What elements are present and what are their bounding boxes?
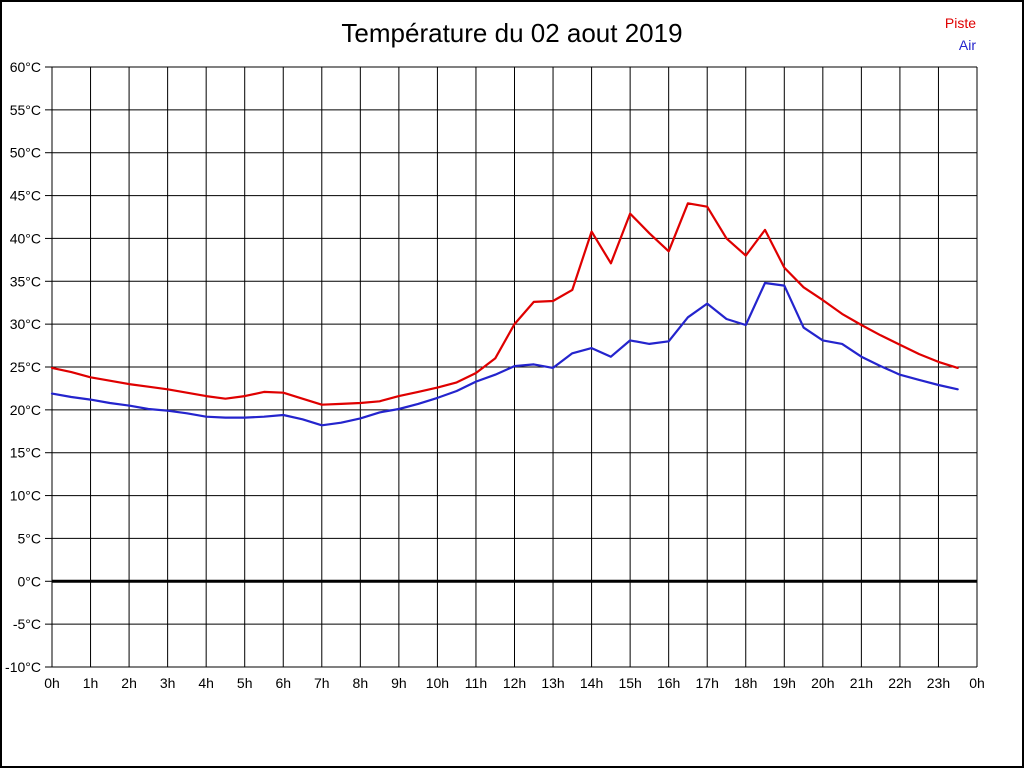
- x-tick-label: 12h: [503, 675, 526, 691]
- x-tick-label: 6h: [275, 675, 291, 691]
- y-tick-label: 60°C: [10, 59, 41, 75]
- y-tick-label: -5°C: [13, 616, 41, 632]
- y-tick-label: 5°C: [18, 530, 42, 546]
- x-tick-label: 16h: [657, 675, 680, 691]
- chart-legend: Piste Air: [945, 12, 976, 56]
- x-tick-label: 22h: [888, 675, 911, 691]
- y-tick-label: 55°C: [10, 102, 41, 118]
- x-tick-label: 4h: [198, 675, 214, 691]
- y-tick-label: 30°C: [10, 316, 41, 332]
- x-tick-label: 23h: [927, 675, 950, 691]
- y-tick-label: 40°C: [10, 230, 41, 246]
- x-tick-label: 20h: [811, 675, 834, 691]
- x-tick-label: 15h: [618, 675, 641, 691]
- x-tick-label: 8h: [353, 675, 369, 691]
- y-tick-label: 50°C: [10, 145, 41, 161]
- x-tick-label: 10h: [426, 675, 449, 691]
- y-tick-label: 25°C: [10, 359, 41, 375]
- x-tick-label: 13h: [541, 675, 564, 691]
- x-tick-label: 7h: [314, 675, 330, 691]
- x-tick-label: 19h: [773, 675, 796, 691]
- x-tick-label: 2h: [121, 675, 137, 691]
- y-tick-label: -10°C: [5, 659, 41, 675]
- y-tick-label: 0°C: [18, 573, 42, 589]
- x-tick-label: 17h: [696, 675, 719, 691]
- x-tick-label: 18h: [734, 675, 757, 691]
- y-tick-label: 15°C: [10, 445, 41, 461]
- y-tick-label: 45°C: [10, 188, 41, 204]
- x-tick-label: 0h: [44, 675, 60, 691]
- x-tick-label: 3h: [160, 675, 176, 691]
- y-tick-label: 10°C: [10, 488, 41, 504]
- x-tick-label: 14h: [580, 675, 603, 691]
- x-tick-label: 11h: [465, 675, 487, 691]
- chart-title: Température du 02 aout 2019: [341, 18, 683, 48]
- x-tick-label: 9h: [391, 675, 407, 691]
- x-tick-label: 0h: [969, 675, 985, 691]
- series-line-piste: [50, 202, 959, 406]
- x-tick-label: 5h: [237, 675, 253, 691]
- x-tick-label: 1h: [83, 675, 99, 691]
- series-line-air: [50, 281, 959, 427]
- x-tick-label: 21h: [850, 675, 873, 691]
- y-tick-label: 35°C: [10, 273, 41, 289]
- legend-item-air: Air: [958, 37, 976, 53]
- y-tick-label: 20°C: [10, 402, 41, 418]
- legend-item-piste: Piste: [944, 15, 976, 31]
